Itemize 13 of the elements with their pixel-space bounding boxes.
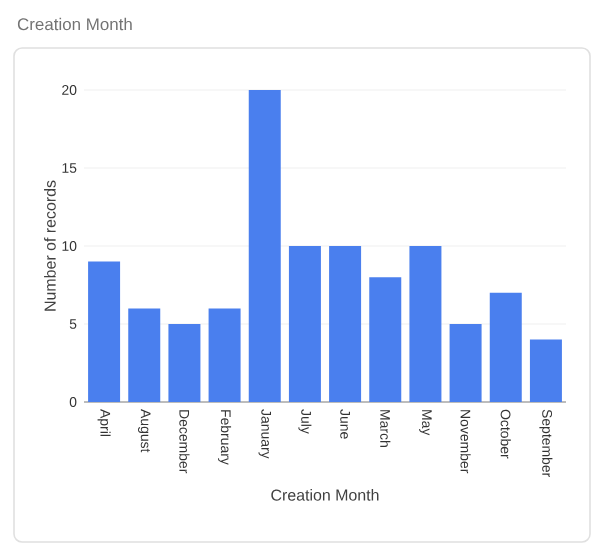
bar	[449, 324, 482, 402]
bar	[128, 308, 161, 402]
bar	[409, 246, 442, 402]
bar	[489, 292, 522, 402]
bar	[288, 246, 321, 402]
bar	[208, 308, 241, 402]
bar	[248, 90, 281, 402]
bar	[329, 246, 362, 402]
bar	[369, 277, 402, 402]
chart-title: Creation Month	[17, 17, 132, 31]
bar	[168, 324, 201, 402]
bar	[88, 261, 121, 402]
bar	[529, 339, 562, 402]
